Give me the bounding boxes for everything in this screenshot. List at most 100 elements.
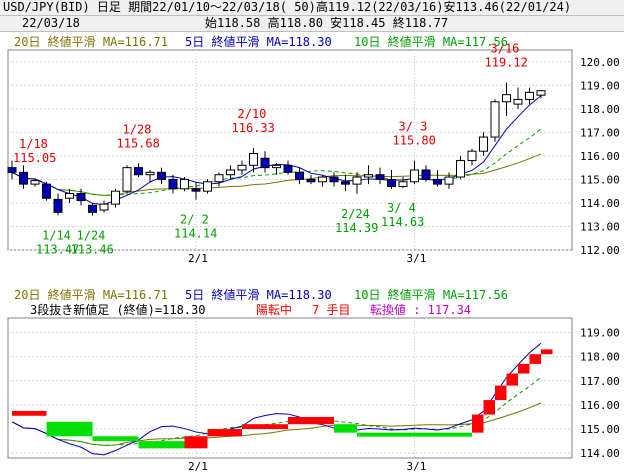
- candle-body: [352, 176, 362, 185]
- candle-body: [145, 171, 155, 176]
- candle-body: [306, 178, 316, 183]
- break-legend-ma20: 20日 終値平滑 MA=116.71: [14, 287, 168, 302]
- low-label-value: 113.46: [71, 243, 114, 257]
- price-x-tick: 2/1: [188, 252, 208, 265]
- candle-body: [260, 157, 270, 169]
- candle-body: [490, 101, 500, 138]
- high-label-date: 2/10: [238, 107, 267, 121]
- candle-body: [237, 164, 247, 171]
- break-legend-ma5: 5日 終値平滑 MA=118.30: [185, 287, 332, 302]
- candle-body: [479, 136, 488, 152]
- high-label-value: 115.68: [117, 136, 160, 150]
- candle-body: [214, 174, 224, 183]
- break-y-tick: 119.00: [580, 326, 620, 339]
- candle-body: [226, 169, 235, 176]
- line-break-brick: [288, 416, 334, 425]
- candle-body: [364, 174, 373, 178]
- candle-body: [283, 164, 293, 173]
- candle-body: [30, 180, 40, 185]
- candle-body: [65, 193, 74, 199]
- break-y-tick: 118.00: [580, 351, 620, 364]
- candle-body: [398, 181, 408, 187]
- line-break-brick: [495, 385, 507, 401]
- line-break-brick: [138, 441, 185, 449]
- high-label-date: 3/ 3: [399, 120, 428, 134]
- high-label-value: 116.33: [232, 121, 275, 135]
- candle-body: [341, 181, 350, 185]
- price-plot-frame: [7, 49, 573, 251]
- break-info-value: 3段抜き新値足 (終値)=118.30: [30, 302, 205, 317]
- break-y-tick: 115.00: [580, 423, 620, 436]
- candle-body: [318, 176, 327, 183]
- legend-ma20: 20日 終値平滑 MA=116.71: [14, 34, 168, 49]
- candle-body: [19, 171, 28, 185]
- break-x-tick: 3/1: [407, 460, 427, 473]
- header-ohlc: 始118.58 高118.80 安118.45 終118.77: [205, 16, 449, 30]
- price-y-tick: 118.00: [580, 103, 620, 116]
- candle-body: [444, 176, 454, 185]
- candle-body: [134, 167, 143, 176]
- low-label-value: 114.39: [335, 221, 378, 235]
- candle-body: [513, 98, 523, 105]
- price-x-tick: 3/1: [407, 252, 427, 265]
- high-label-date: 1/18: [19, 137, 48, 151]
- price-y-tick: 117.00: [580, 126, 620, 139]
- ohlc-info-bar: 22/03/18 始118.58 高118.80 安118.45 終118.77: [0, 16, 624, 32]
- line-break-brick: [334, 424, 357, 433]
- line-break-brick: [472, 414, 484, 433]
- candle-body: [88, 204, 97, 213]
- line-break-brick: [506, 373, 518, 386]
- header-date: 22/03/18: [22, 16, 80, 30]
- candle-body: [525, 91, 534, 100]
- candle-body: [168, 178, 178, 190]
- low-label-date: 1/14: [42, 228, 71, 242]
- line-break-brick: [518, 363, 530, 374]
- candle-body: [421, 169, 431, 180]
- break-y-tick: 117.00: [580, 375, 620, 388]
- break-info-status: 陽転中: [256, 302, 292, 317]
- candle-body: [76, 193, 86, 202]
- candle-body: [53, 198, 63, 213]
- break-ma5-line: [11, 342, 542, 456]
- candle-body: [272, 164, 281, 169]
- ma10-line: [11, 128, 542, 196]
- low-label-date: 3/ 4: [387, 201, 416, 215]
- candle-body: [410, 169, 419, 183]
- candle-body: [203, 181, 212, 192]
- candle-body: [536, 90, 546, 96]
- chart-title-bar: USD/JPY(BID) 日足 期間22/01/10～22/03/18( 50)…: [0, 0, 624, 16]
- price-y-tick: 116.00: [580, 150, 620, 163]
- break-ma10-line: [11, 376, 542, 446]
- price-y-tick: 120.00: [580, 56, 620, 69]
- line-break-brick: [184, 436, 208, 449]
- line-break-brick: [207, 429, 242, 437]
- candle-body: [387, 178, 396, 187]
- break-info-reversal: 転換値 : 117.34: [370, 302, 471, 317]
- candle-body: [433, 178, 442, 185]
- header-period-summary: USD/JPY(BID) 日足 期間22/01/10～22/03/18( 50)…: [3, 0, 572, 14]
- price-y-tick: 114.00: [580, 197, 620, 210]
- price-y-tick: 119.00: [580, 79, 620, 92]
- low-label-date: 2/ 2: [180, 213, 209, 227]
- break-y-tick: 116.00: [580, 399, 620, 412]
- break-info-count: 7 手目: [312, 303, 350, 317]
- price-y-tick: 112.00: [580, 244, 620, 257]
- candle-body: [99, 203, 109, 211]
- price-y-tick: 115.00: [580, 173, 620, 186]
- line-break-brick: [483, 400, 495, 415]
- line-break-brick: [46, 421, 93, 437]
- high-label-date: 3/16: [491, 41, 520, 55]
- break-x-tick: 2/1: [188, 460, 208, 473]
- low-label-value: 114.63: [381, 215, 424, 229]
- high-label-value: 119.12: [485, 55, 528, 69]
- low-label-date: 2/24: [341, 207, 370, 221]
- candle-body: [375, 174, 385, 180]
- line-break-brick: [12, 410, 47, 416]
- break-plot-frame: [7, 317, 573, 459]
- candle-body: [502, 94, 511, 103]
- candle-body: [122, 167, 132, 192]
- candle-body: [7, 167, 17, 173]
- candle-body: [191, 188, 201, 192]
- candle-body: [329, 176, 339, 183]
